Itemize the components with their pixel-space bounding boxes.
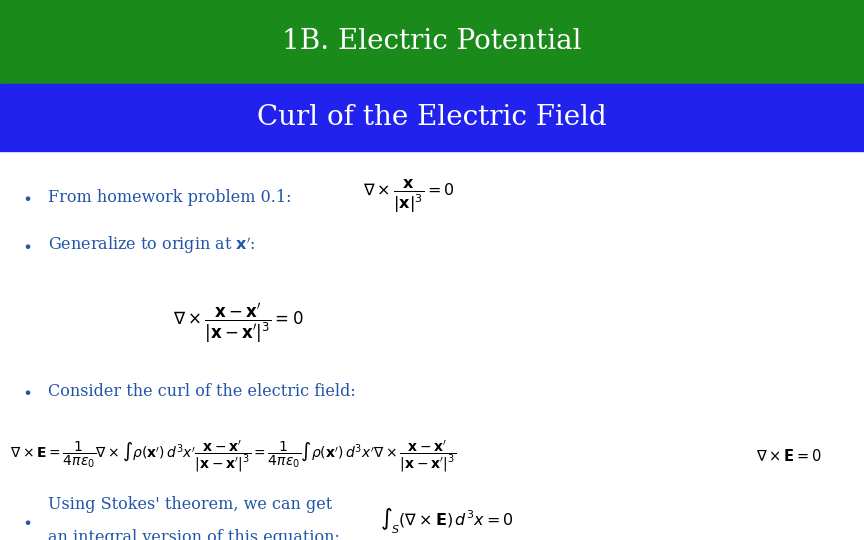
Text: $\nabla \times \mathbf{E} = \dfrac{1}{4\pi\varepsilon_0} \nabla \times \int \rho: $\nabla \times \mathbf{E} = \dfrac{1}{4\… — [10, 438, 456, 474]
Text: $\nabla \times \dfrac{\mathbf{x}}{|\mathbf{x}|^3} = 0$: $\nabla \times \dfrac{\mathbf{x}}{|\math… — [363, 179, 454, 215]
Bar — [0, 0, 864, 84]
Text: From homework problem 0.1:: From homework problem 0.1: — [48, 188, 291, 206]
Text: an integral version of this equation:: an integral version of this equation: — [48, 529, 340, 540]
Text: Consider the curl of the electric field:: Consider the curl of the electric field: — [48, 383, 355, 400]
Text: $\bullet$: $\bullet$ — [22, 190, 31, 205]
Text: $\bullet$: $\bullet$ — [22, 238, 31, 253]
Text: $\int_S (\nabla \times \mathbf{E})\, d^3x = 0$: $\int_S (\nabla \times \mathbf{E})\, d^3… — [380, 507, 514, 536]
Text: $\nabla \times \mathbf{E} = 0$: $\nabla \times \mathbf{E} = 0$ — [756, 448, 823, 464]
Bar — [0, 84, 864, 151]
Text: Generalize to origin at $\mathbf{x}'$:: Generalize to origin at $\mathbf{x}'$: — [48, 235, 255, 256]
Text: Using Stokes' theorem, we can get: Using Stokes' theorem, we can get — [48, 496, 332, 514]
Text: $\bullet$: $\bullet$ — [22, 384, 31, 399]
Text: 1B. Electric Potential: 1B. Electric Potential — [283, 28, 581, 56]
Text: $\bullet$: $\bullet$ — [22, 514, 31, 529]
Text: Curl of the Electric Field: Curl of the Electric Field — [257, 104, 607, 131]
Text: $\nabla \times \dfrac{\mathbf{x} - \mathbf{x}^{\prime}}{|\mathbf{x} - \mathbf{x}: $\nabla \times \dfrac{\mathbf{x} - \math… — [173, 302, 303, 346]
